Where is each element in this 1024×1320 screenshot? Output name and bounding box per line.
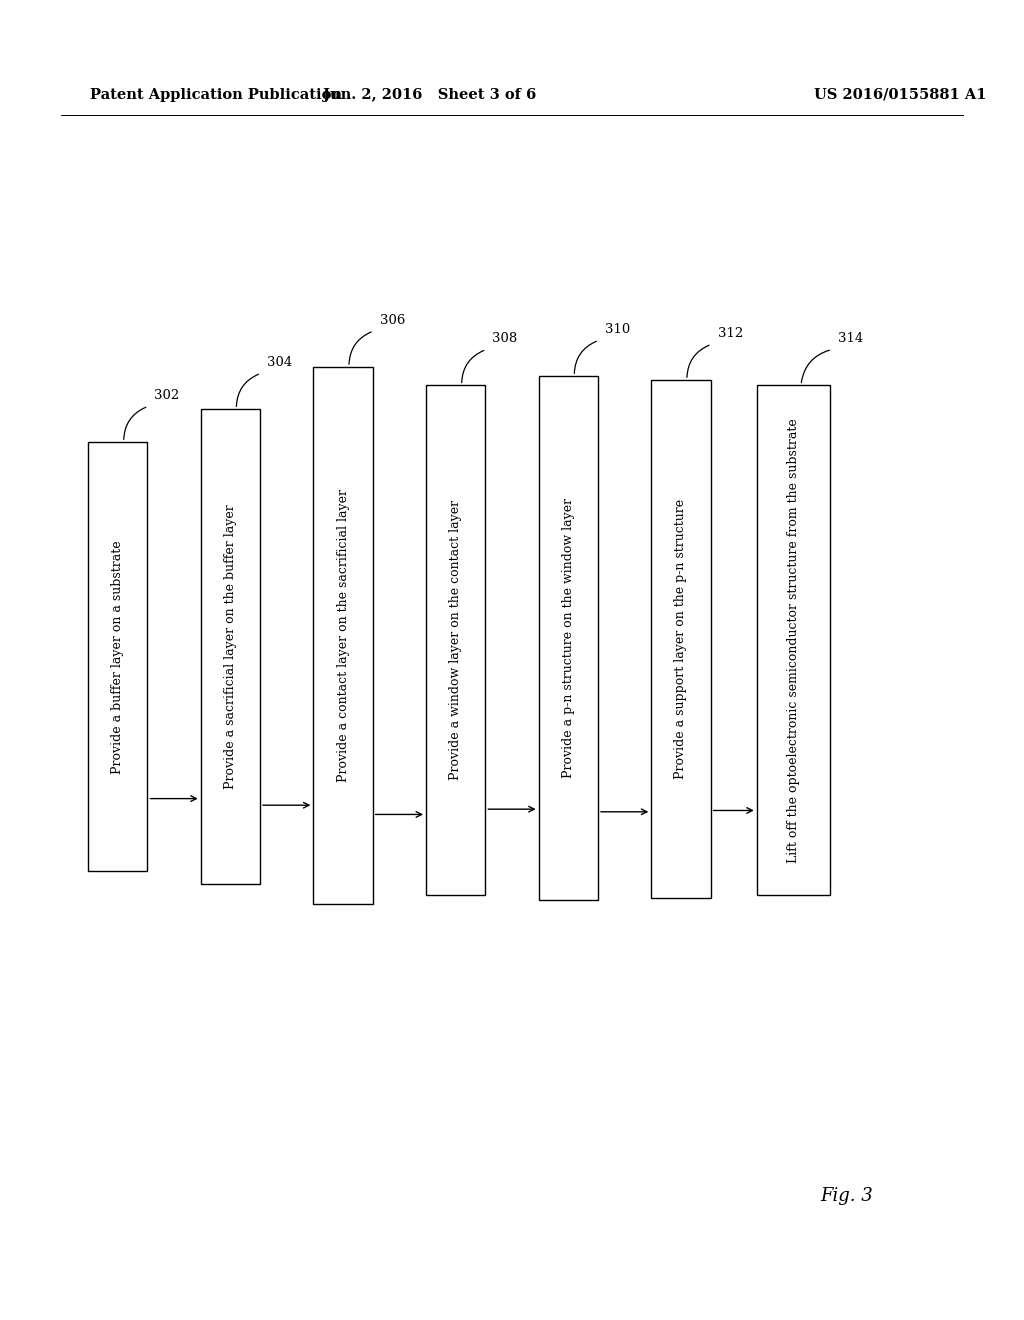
Text: Provide a p-n structure on the window layer: Provide a p-n structure on the window la… (562, 498, 574, 779)
Bar (313, 367, 373, 904)
Text: Jun. 2, 2016   Sheet 3 of 6: Jun. 2, 2016 Sheet 3 of 6 (324, 88, 537, 102)
Text: Provide a window layer on the contact layer: Provide a window layer on the contact la… (450, 500, 462, 780)
Text: 310: 310 (605, 323, 630, 337)
Text: Provide a support layer on the p-n structure: Provide a support layer on the p-n struc… (675, 499, 687, 779)
Text: 308: 308 (493, 333, 517, 346)
Bar (88, 442, 147, 871)
Text: Provide a sacrificial layer on the buffer layer: Provide a sacrificial layer on the buffe… (224, 504, 237, 789)
Bar (426, 385, 485, 895)
Text: 306: 306 (380, 314, 406, 327)
Text: 314: 314 (839, 333, 863, 346)
Text: Lift off the optoelectronic semiconductor structure from the substrate: Lift off the optoelectronic semiconducto… (787, 418, 800, 862)
Text: 304: 304 (267, 356, 292, 370)
Bar (539, 376, 598, 900)
Text: Provide a buffer layer on a substrate: Provide a buffer layer on a substrate (112, 540, 124, 774)
Text: US 2016/0155881 A1: US 2016/0155881 A1 (814, 88, 986, 102)
Text: Patent Application Publication: Patent Application Publication (90, 88, 342, 102)
Text: Provide a contact layer on the sacrificial layer: Provide a contact layer on the sacrifici… (337, 490, 349, 781)
Bar (201, 409, 260, 884)
Bar (651, 380, 711, 898)
Text: 312: 312 (718, 327, 742, 341)
Text: 302: 302 (155, 389, 179, 403)
Bar (757, 385, 830, 895)
Text: Fig. 3: Fig. 3 (820, 1187, 872, 1205)
